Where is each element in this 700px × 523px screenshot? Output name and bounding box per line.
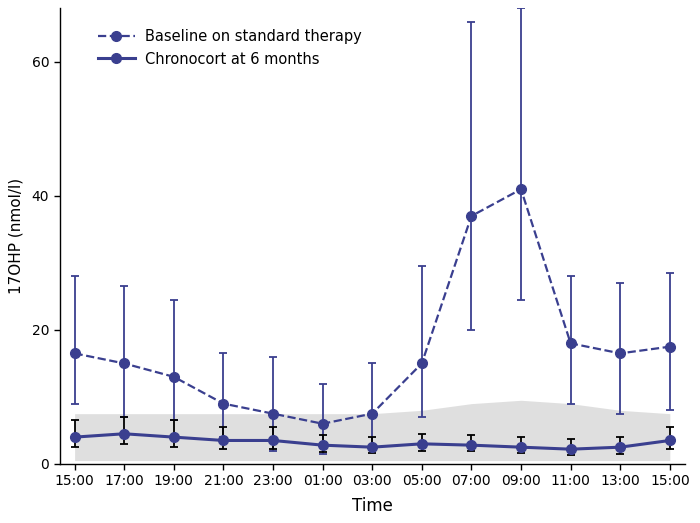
Legend: Baseline on standard therapy, Chronocort at 6 months: Baseline on standard therapy, Chronocort…: [98, 29, 362, 66]
X-axis label: Time: Time: [352, 497, 393, 515]
Y-axis label: 17OHP (nmol/l): 17OHP (nmol/l): [8, 178, 23, 294]
